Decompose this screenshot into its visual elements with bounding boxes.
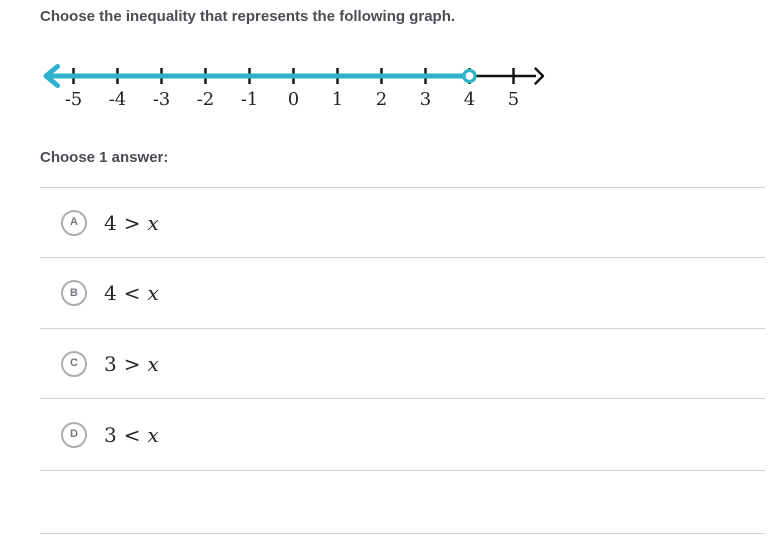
expression-variable: x xyxy=(147,351,159,376)
svg-text:4: 4 xyxy=(464,89,475,110)
choose-answer-label: Choose 1 answer: xyxy=(40,149,169,166)
svg-text:-1: -1 xyxy=(241,89,259,110)
answer-letter-b: B xyxy=(70,286,78,299)
answer-option-c[interactable]: C 3 > x xyxy=(40,329,765,398)
expression-lhs: 4 xyxy=(104,281,117,305)
divider xyxy=(40,187,765,188)
question-prompt: Choose the inequality that represents th… xyxy=(40,8,456,25)
expression-operator: > xyxy=(123,210,141,235)
expression-lhs: 3 xyxy=(104,351,117,376)
answer-expression-d: 3 < x xyxy=(104,423,159,447)
expression-operator: < xyxy=(123,422,141,447)
answer-option-a[interactable]: A 4 > x xyxy=(40,188,765,257)
divider xyxy=(40,470,765,471)
divider xyxy=(40,328,765,329)
svg-text:1: 1 xyxy=(332,89,343,110)
expression-variable: x xyxy=(147,281,159,305)
svg-text:-3: -3 xyxy=(153,89,171,110)
svg-text:3: 3 xyxy=(420,89,431,110)
svg-text:-4: -4 xyxy=(109,89,127,110)
svg-text:-2: -2 xyxy=(197,89,215,110)
answer-letter-a: A xyxy=(70,216,78,228)
expression-lhs: 4 xyxy=(104,210,117,235)
svg-text:2: 2 xyxy=(376,89,387,110)
svg-text:5: 5 xyxy=(508,89,519,110)
expression-lhs: 3 xyxy=(104,422,117,447)
divider xyxy=(40,257,765,258)
svg-text:-5: -5 xyxy=(65,89,83,110)
expression-variable: x xyxy=(147,210,159,235)
answer-option-d[interactable]: D 3 < x xyxy=(40,399,765,470)
answer-letter-c: C xyxy=(70,357,78,369)
answer-letter-d: D xyxy=(70,428,78,440)
divider xyxy=(40,398,765,399)
answer-radio-d[interactable]: D xyxy=(61,421,87,448)
expression-operator: > xyxy=(123,351,141,376)
number-line-graph: -5 -4 -3 -2 -1 0 1 2 3 4 5 xyxy=(43,64,545,110)
answer-expression-b: 4 < x xyxy=(104,281,159,305)
svg-text:0: 0 xyxy=(288,89,299,110)
answer-expression-a: 4 > x xyxy=(104,211,159,235)
answer-radio-c[interactable]: C xyxy=(61,350,87,377)
expression-variable: x xyxy=(147,422,159,447)
answer-expression-c: 3 > x xyxy=(104,352,159,376)
answer-option-b[interactable]: B 4 < x xyxy=(40,258,765,328)
answer-radio-a[interactable]: A xyxy=(61,209,87,236)
divider xyxy=(40,533,765,534)
answer-radio-b[interactable]: B xyxy=(61,280,87,306)
expression-operator: < xyxy=(123,281,141,305)
